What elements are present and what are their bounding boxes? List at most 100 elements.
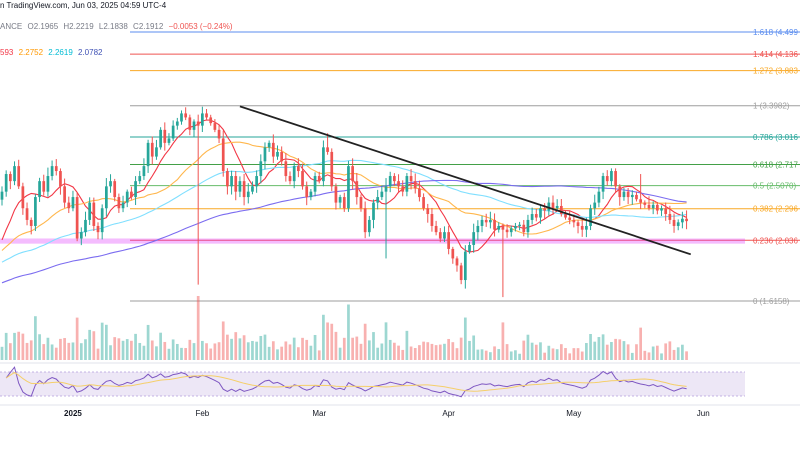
volume-bar-79 xyxy=(330,323,334,360)
rsi-ma-line xyxy=(5,371,687,392)
volume-bar-52 xyxy=(217,342,221,360)
candle-body-65 xyxy=(271,142,275,157)
candle-body-66 xyxy=(276,151,279,157)
volume-bar-38 xyxy=(159,332,162,360)
volume-bar-158 xyxy=(660,353,663,360)
candle-body-82 xyxy=(342,197,346,209)
volume-bar-18 xyxy=(75,317,79,360)
descending-trendline[interactable] xyxy=(239,105,692,256)
x-tick-mar: Mar xyxy=(312,409,326,418)
ma-legend: 593 2.2752 2.2619 2.0782 xyxy=(0,48,105,57)
candle-body-150 xyxy=(626,191,630,198)
volume-bar-62 xyxy=(259,335,263,360)
volume-bar-67 xyxy=(280,346,284,360)
volume-bar-5 xyxy=(21,333,25,360)
volume-bar-9 xyxy=(38,334,41,360)
candle-body-132 xyxy=(551,202,555,209)
candle-body-162 xyxy=(676,222,680,226)
candle-body-124 xyxy=(518,224,521,226)
candle-body-49 xyxy=(205,113,208,118)
candle-body-50 xyxy=(209,117,213,124)
volume-bar-164 xyxy=(685,351,688,360)
candle-body-134 xyxy=(559,205,563,215)
ma-line-3 xyxy=(1,179,687,284)
volume-bar-100 xyxy=(418,345,421,360)
candle-body-57 xyxy=(238,181,242,192)
volume-bar-41 xyxy=(171,339,175,360)
volume-bar-19 xyxy=(79,343,83,360)
candle-body-48 xyxy=(201,113,204,126)
volume-bar-135 xyxy=(564,348,567,360)
candle-body-20 xyxy=(84,219,87,233)
volume-bar-102 xyxy=(426,342,430,360)
candle-body-53 xyxy=(221,138,225,172)
volume-bar-104 xyxy=(434,345,438,360)
candle-body-121 xyxy=(505,229,509,233)
candle-body-31 xyxy=(130,191,133,198)
time-axis: 2025 Feb Mar Apr May Jun xyxy=(0,362,800,418)
candle-body-89 xyxy=(372,202,375,220)
volume-bar-57 xyxy=(238,338,242,360)
candle-body-152 xyxy=(635,194,638,200)
volume-bar-148 xyxy=(618,339,622,360)
fib-label-9: 0 (1.6158) xyxy=(753,297,790,306)
candle-body-78 xyxy=(326,147,329,152)
volume-bar-163 xyxy=(681,344,684,360)
volume-bar-153 xyxy=(639,327,643,360)
volume-bar-26 xyxy=(109,345,112,360)
candle-body-40 xyxy=(167,138,171,143)
volume-bar-127 xyxy=(530,342,534,360)
volume-bar-3 xyxy=(13,332,16,360)
candle-body-28 xyxy=(117,197,121,209)
candle-body-51 xyxy=(213,123,217,130)
candle-body-100 xyxy=(418,188,421,198)
volume-bar-157 xyxy=(655,345,659,360)
volume-bar-15 xyxy=(63,338,66,360)
volume-bar-139 xyxy=(580,351,584,360)
candle-body-75 xyxy=(313,176,317,192)
candle-body-126 xyxy=(526,219,530,233)
volume-bar-88 xyxy=(367,340,371,360)
volume-bar-75 xyxy=(313,334,317,360)
volume-bar-87 xyxy=(363,323,367,360)
candle-body-41 xyxy=(171,125,175,139)
candle-body-143 xyxy=(597,191,601,203)
candle-body-10 xyxy=(42,181,46,192)
volume-bar-39 xyxy=(163,341,167,360)
volume-bar-78 xyxy=(326,322,329,360)
chart-source-line: n TradingView.com, Jun 03, 2025 04:59 UT… xyxy=(0,1,169,10)
ma-line-0 xyxy=(1,119,687,253)
candle-body-81 xyxy=(338,197,342,203)
volume-bar-56 xyxy=(234,332,238,360)
candle-body-88 xyxy=(367,219,371,233)
volume-bar-151 xyxy=(630,352,634,360)
candle-body-135 xyxy=(564,214,567,218)
volume-bar-22 xyxy=(92,331,96,360)
ohlc-legend: ANCE O2.1965 H2.2219 L2.1838 C2.1912 −0.… xyxy=(0,22,236,31)
open-value: O2.1965 xyxy=(27,22,59,31)
candle-body-59 xyxy=(246,191,250,198)
candle-body-112 xyxy=(468,244,471,252)
volume-bar-14 xyxy=(59,338,62,360)
volume-bar-51 xyxy=(213,343,217,360)
candle-body-62 xyxy=(259,161,263,177)
volume-bar-145 xyxy=(605,344,609,360)
volume-bar-131 xyxy=(547,345,551,360)
candle-body-105 xyxy=(438,232,442,239)
candle-body-86 xyxy=(359,197,363,209)
volume-bar-121 xyxy=(505,344,509,360)
volume-bar-90 xyxy=(376,347,380,360)
volume-bar-94 xyxy=(393,342,396,360)
ma-value-2: 2.2752 xyxy=(18,48,44,57)
volume-bar-13 xyxy=(54,347,58,360)
fib-label-7: 0.382 (2.296 xyxy=(753,205,798,214)
candle-body-19 xyxy=(79,232,83,239)
volume-bar-16 xyxy=(67,342,71,360)
volume-bar-82 xyxy=(342,337,346,360)
candle-body-90 xyxy=(376,197,380,203)
volume-bar-143 xyxy=(597,337,601,360)
volume-bar-126 xyxy=(526,334,530,360)
candle-body-131 xyxy=(547,202,551,211)
candle-body-137 xyxy=(572,219,576,223)
